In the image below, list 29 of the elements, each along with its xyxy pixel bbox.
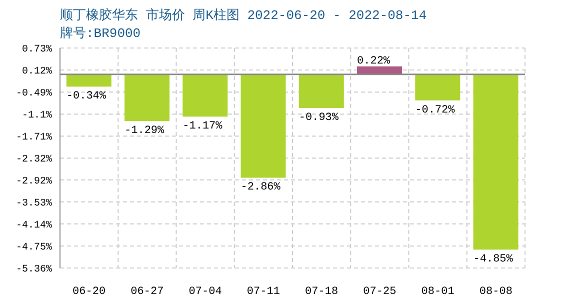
- data-label: -1.29%: [124, 124, 165, 137]
- y-tick-label: -1.1%: [22, 110, 52, 122]
- y-tick-label: -2.32%: [16, 154, 52, 166]
- data-label: -4.85%: [473, 254, 514, 266]
- y-tick-label: -5.36%: [16, 264, 52, 276]
- x-tick-label: 06-20: [72, 286, 106, 298]
- y-tick-label: -2.92%: [16, 176, 52, 188]
- data-label: 0.22%: [357, 55, 390, 68]
- x-tick-label: 07-04: [188, 286, 222, 298]
- x-tick-label: 07-18: [305, 286, 338, 298]
- x-tick-label: 07-11: [246, 286, 280, 298]
- x-tick-label: 07-25: [363, 286, 396, 298]
- chart-title: 顺丁橡胶华东 市场价 周K柱图 2022-06-20 - 2022-08-14: [60, 7, 427, 24]
- data-label: -0.93%: [298, 112, 339, 124]
- data-label: -2.86%: [240, 182, 281, 194]
- y-tick-label: 0.73%: [22, 44, 52, 56]
- y-tick-label: -0.49%: [16, 88, 52, 100]
- y-tick-label: -1.71%: [16, 132, 52, 144]
- data-label: -0.34%: [66, 90, 106, 103]
- y-tick-label: -4.14%: [16, 220, 52, 232]
- data-label: -1.17%: [182, 120, 223, 133]
- data-label: -0.72%: [415, 104, 456, 116]
- y-tick-label: 0.12%: [22, 66, 52, 78]
- x-tick-label: 08-01: [421, 286, 455, 298]
- y-tick-label: -4.75%: [16, 242, 52, 254]
- y-tick-label: -3.53%: [16, 198, 52, 210]
- x-tick-label: 06-27: [130, 286, 164, 298]
- x-tick-label: 08-08: [479, 286, 512, 298]
- chart-subtitle: 牌号:BR9000: [60, 25, 141, 42]
